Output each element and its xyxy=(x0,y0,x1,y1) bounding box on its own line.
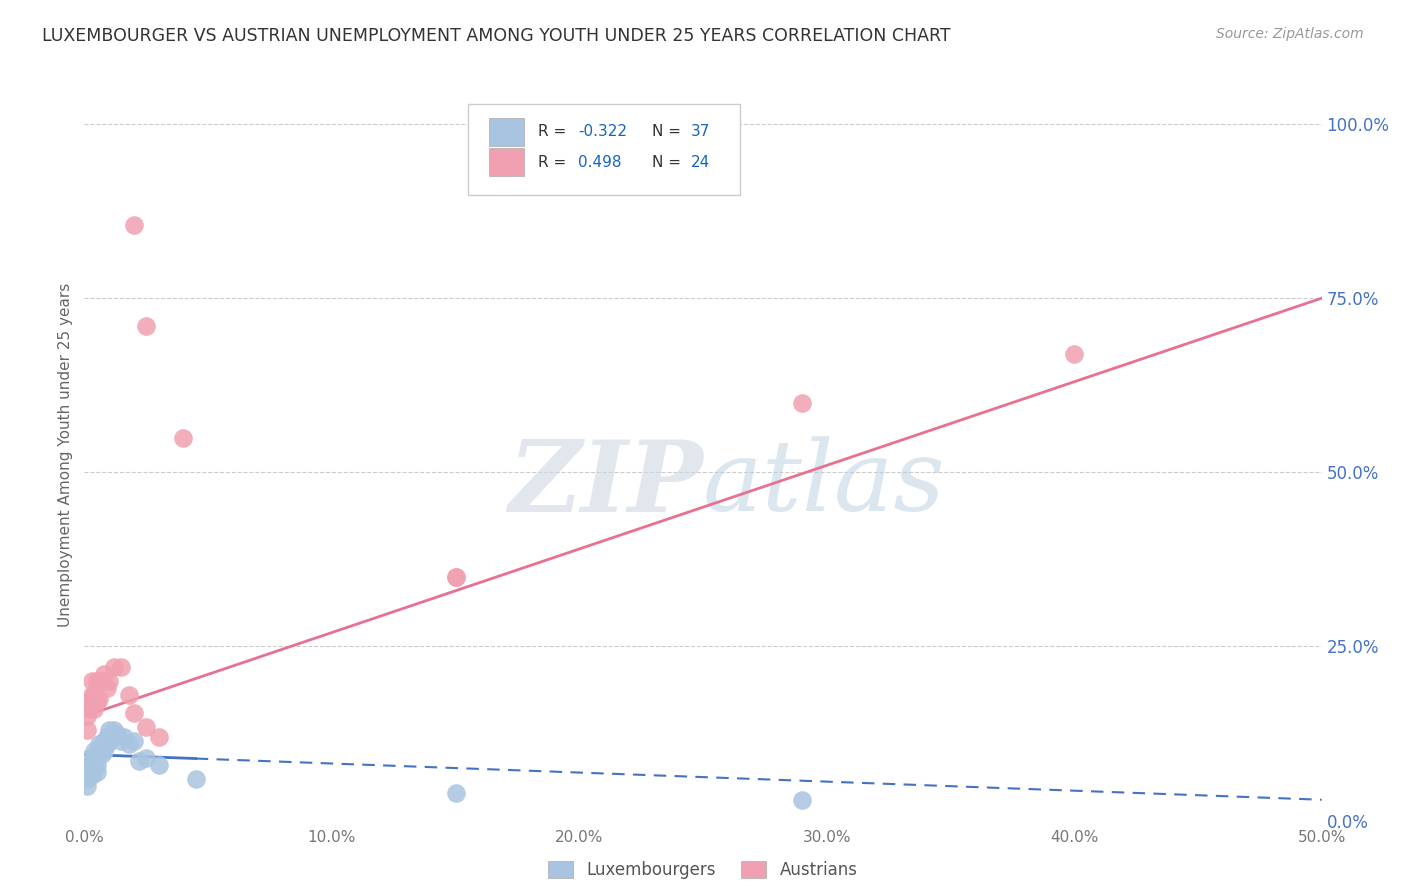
Point xyxy=(135,319,157,334)
Point xyxy=(86,747,108,762)
Point xyxy=(444,570,467,584)
Point xyxy=(90,674,112,689)
Point xyxy=(76,709,98,723)
Point xyxy=(93,733,115,747)
Point xyxy=(80,764,103,779)
Legend: Luxembourgers, Austrians: Luxembourgers, Austrians xyxy=(541,854,865,886)
Point xyxy=(135,720,157,734)
Point xyxy=(79,695,101,709)
Point xyxy=(118,737,141,751)
Point xyxy=(79,758,101,772)
FancyBboxPatch shape xyxy=(468,103,740,195)
Point xyxy=(118,688,141,702)
Point xyxy=(122,733,145,747)
Point xyxy=(184,772,207,786)
FancyBboxPatch shape xyxy=(489,118,523,145)
Point xyxy=(86,695,108,709)
Point xyxy=(172,430,194,444)
Point xyxy=(83,744,105,758)
Text: 0.498: 0.498 xyxy=(578,155,621,169)
Point xyxy=(93,667,115,681)
Point xyxy=(148,730,170,744)
Point xyxy=(83,702,105,716)
Point xyxy=(98,733,121,747)
Point xyxy=(112,730,135,744)
Text: atlas: atlas xyxy=(703,436,946,532)
Text: N =: N = xyxy=(652,124,686,139)
Point xyxy=(105,726,128,740)
Point xyxy=(122,706,145,720)
Point xyxy=(80,674,103,689)
Text: ZIP: ZIP xyxy=(508,436,703,533)
Text: R =: R = xyxy=(538,124,572,139)
Point xyxy=(83,688,105,702)
Point xyxy=(148,758,170,772)
Point xyxy=(90,740,112,755)
Point xyxy=(90,747,112,762)
Point xyxy=(89,744,111,758)
Point xyxy=(83,755,105,769)
Point xyxy=(128,755,150,769)
Point xyxy=(444,786,467,800)
Text: N =: N = xyxy=(652,155,686,169)
Text: LUXEMBOURGER VS AUSTRIAN UNEMPLOYMENT AMONG YOUTH UNDER 25 YEARS CORRELATION CHA: LUXEMBOURGER VS AUSTRIAN UNEMPLOYMENT AM… xyxy=(42,27,950,45)
Point xyxy=(96,737,118,751)
Point xyxy=(86,764,108,779)
Point xyxy=(89,737,111,751)
Point xyxy=(110,660,132,674)
Text: R =: R = xyxy=(538,155,572,169)
Point xyxy=(86,674,108,689)
Point xyxy=(1063,347,1085,361)
Point xyxy=(80,688,103,702)
Point xyxy=(80,768,103,782)
FancyBboxPatch shape xyxy=(489,148,523,177)
Point xyxy=(79,761,101,775)
Point xyxy=(790,395,813,409)
Point xyxy=(76,723,98,737)
Point xyxy=(96,681,118,696)
Point xyxy=(135,751,157,765)
Point xyxy=(86,758,108,772)
Point xyxy=(79,751,101,765)
Point xyxy=(93,744,115,758)
Point xyxy=(110,733,132,747)
Point xyxy=(79,702,101,716)
Point xyxy=(103,660,125,674)
Point xyxy=(98,674,121,689)
Point xyxy=(80,758,103,772)
Point xyxy=(98,723,121,737)
Point xyxy=(83,751,105,765)
Point xyxy=(89,691,111,706)
Text: 37: 37 xyxy=(690,124,710,139)
Text: 24: 24 xyxy=(690,155,710,169)
Point xyxy=(96,730,118,744)
Point xyxy=(122,218,145,232)
Y-axis label: Unemployment Among Youth under 25 years: Unemployment Among Youth under 25 years xyxy=(58,283,73,627)
Point xyxy=(103,723,125,737)
Point xyxy=(76,772,98,786)
Point xyxy=(790,793,813,807)
Point xyxy=(76,779,98,793)
Point xyxy=(444,570,467,584)
Point xyxy=(100,730,122,744)
Text: -0.322: -0.322 xyxy=(578,124,627,139)
Text: Source: ZipAtlas.com: Source: ZipAtlas.com xyxy=(1216,27,1364,41)
